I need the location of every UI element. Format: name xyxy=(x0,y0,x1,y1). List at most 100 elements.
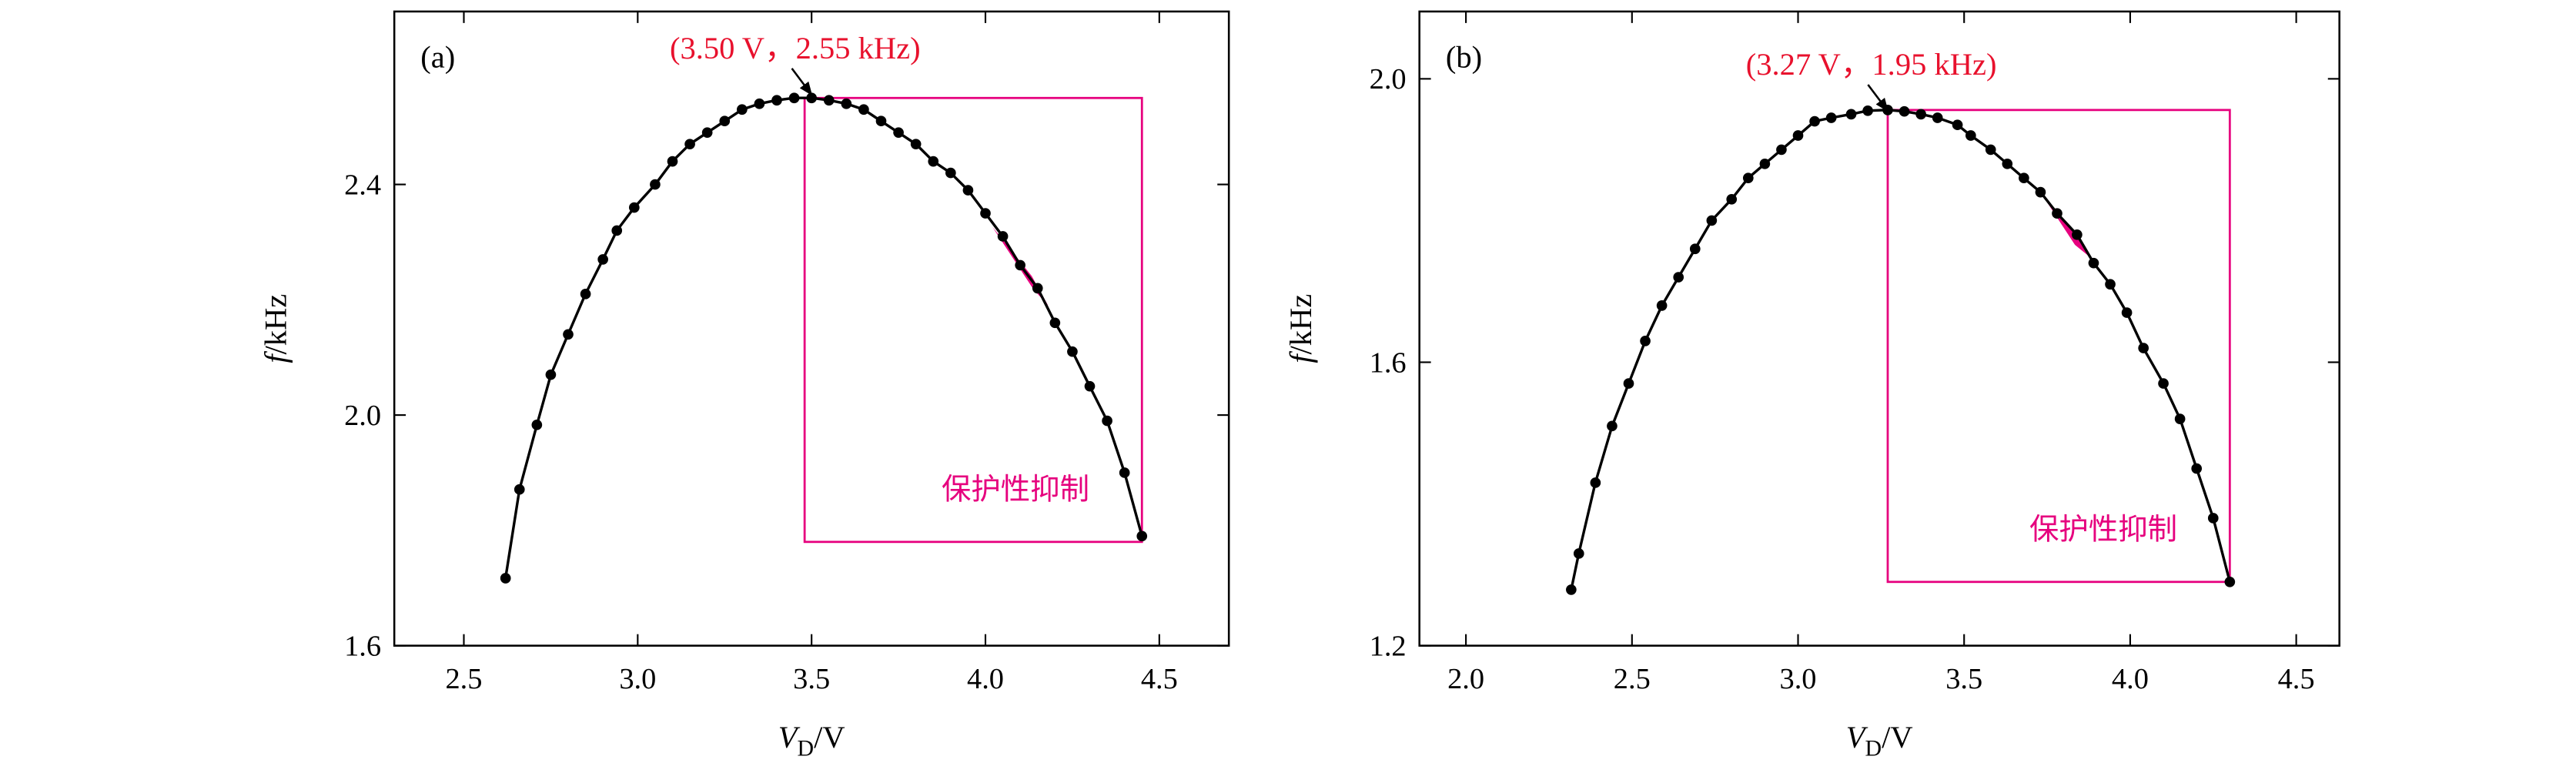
data-point xyxy=(1640,336,1651,346)
data-point xyxy=(514,484,525,495)
y-tick-label: 1.2 xyxy=(1370,630,1407,662)
y-tick-label: 2.0 xyxy=(344,400,381,432)
data-point xyxy=(1845,109,1857,120)
data-point xyxy=(2224,576,2236,587)
data-point xyxy=(1825,112,1837,123)
data-point xyxy=(2002,158,2013,169)
data-point xyxy=(1590,477,1601,488)
data-point xyxy=(841,98,852,109)
y-tick-label: 1.6 xyxy=(344,630,381,662)
data-point xyxy=(1049,317,1061,329)
data-point xyxy=(2035,186,2046,198)
data-point xyxy=(2138,343,2149,353)
data-point xyxy=(2052,208,2062,219)
x-tick-label: 3.5 xyxy=(793,663,830,695)
y-tick-label: 2.4 xyxy=(344,169,381,201)
data-point xyxy=(628,202,640,213)
data-point xyxy=(597,254,608,265)
x-tick-label: 4.0 xyxy=(967,663,1004,695)
data-point xyxy=(1015,259,1026,271)
y-label-unit: /kHz xyxy=(258,294,293,355)
data-point xyxy=(1656,300,1668,311)
x-tick-label: 3.0 xyxy=(1780,663,1817,695)
y-label-symbol: f xyxy=(258,351,293,363)
data-point xyxy=(1776,144,1787,156)
data-point xyxy=(1102,415,1112,427)
data-point xyxy=(2088,257,2099,269)
x-axis-label: VD/V xyxy=(778,720,845,761)
y-tick-label: 2.0 xyxy=(1370,63,1407,95)
data-point xyxy=(754,98,765,109)
x-tick-label: 4.0 xyxy=(2112,663,2149,695)
data-point xyxy=(1623,378,1634,389)
data-point xyxy=(737,104,748,115)
data-point xyxy=(1136,530,1148,542)
data-point xyxy=(1084,380,1096,392)
plot-frame xyxy=(393,10,1230,647)
data-point xyxy=(1915,109,1926,120)
x-label-unit: /V xyxy=(814,720,845,755)
data-point xyxy=(875,115,887,127)
data-point xyxy=(2207,513,2219,524)
data-point xyxy=(823,95,835,106)
highlight-box xyxy=(1886,109,2231,584)
x-tick-label: 2.5 xyxy=(445,663,482,695)
data-point xyxy=(1932,112,1943,123)
x-tick-label: 3.5 xyxy=(1945,663,1982,695)
annotation: (3.50 V，2.55 kHz) xyxy=(670,31,921,65)
data-point xyxy=(1742,172,1754,184)
box-label: 保护性抑制 xyxy=(2029,512,2177,547)
data-point xyxy=(1119,467,1130,478)
data-point xyxy=(650,179,661,190)
data-point xyxy=(771,95,782,106)
x-tick-label: 4.5 xyxy=(1141,663,1178,695)
x-label-symbol: V xyxy=(1846,720,1868,755)
box-label: 保护性抑制 xyxy=(942,472,1089,507)
x-label-subscript: D xyxy=(797,736,814,761)
y-axis-label: f/kHz xyxy=(258,294,293,363)
data-point xyxy=(858,104,869,115)
data-point xyxy=(667,156,678,167)
data-point xyxy=(1726,193,1738,205)
data-point xyxy=(719,115,731,127)
data-point xyxy=(980,208,991,219)
panel-label: (b) xyxy=(1446,39,1482,74)
data-point xyxy=(1862,105,1873,116)
highlight-box xyxy=(803,96,1143,544)
data-point xyxy=(545,369,557,380)
x-tick-label: 2.0 xyxy=(1447,663,1484,695)
data-point xyxy=(1899,105,1910,117)
data-point xyxy=(2072,229,2083,240)
data-point xyxy=(531,420,543,430)
data-point xyxy=(611,225,623,236)
data-point xyxy=(1067,346,1078,357)
data-point xyxy=(1809,115,1820,127)
y-label-symbol: f xyxy=(1283,351,1318,363)
x-tick-label: 2.5 xyxy=(1614,663,1651,695)
curve xyxy=(1570,109,2232,591)
data-point xyxy=(893,127,904,139)
data-point xyxy=(1985,144,1996,156)
data-point xyxy=(2105,279,2116,290)
data-point xyxy=(563,329,574,340)
data-point xyxy=(945,167,956,179)
data-point xyxy=(1759,158,1771,169)
data-point xyxy=(910,139,922,149)
data-point xyxy=(1607,420,1618,432)
data-point xyxy=(2174,413,2186,424)
data-point xyxy=(2158,378,2169,389)
plot-frame xyxy=(1418,10,2340,647)
data-point xyxy=(1792,130,1804,141)
y-label-unit: /kHz xyxy=(1283,294,1318,355)
annotation-arrow xyxy=(791,68,813,96)
y-tick-label: 1.6 xyxy=(1370,346,1407,379)
data-point xyxy=(962,185,974,196)
data-point xyxy=(701,127,713,139)
data-point xyxy=(2019,172,2029,184)
data-point xyxy=(1689,243,1701,255)
data-point xyxy=(928,156,939,167)
data-point xyxy=(1952,119,1963,131)
data-point xyxy=(1965,130,1976,141)
data-point xyxy=(580,289,591,299)
